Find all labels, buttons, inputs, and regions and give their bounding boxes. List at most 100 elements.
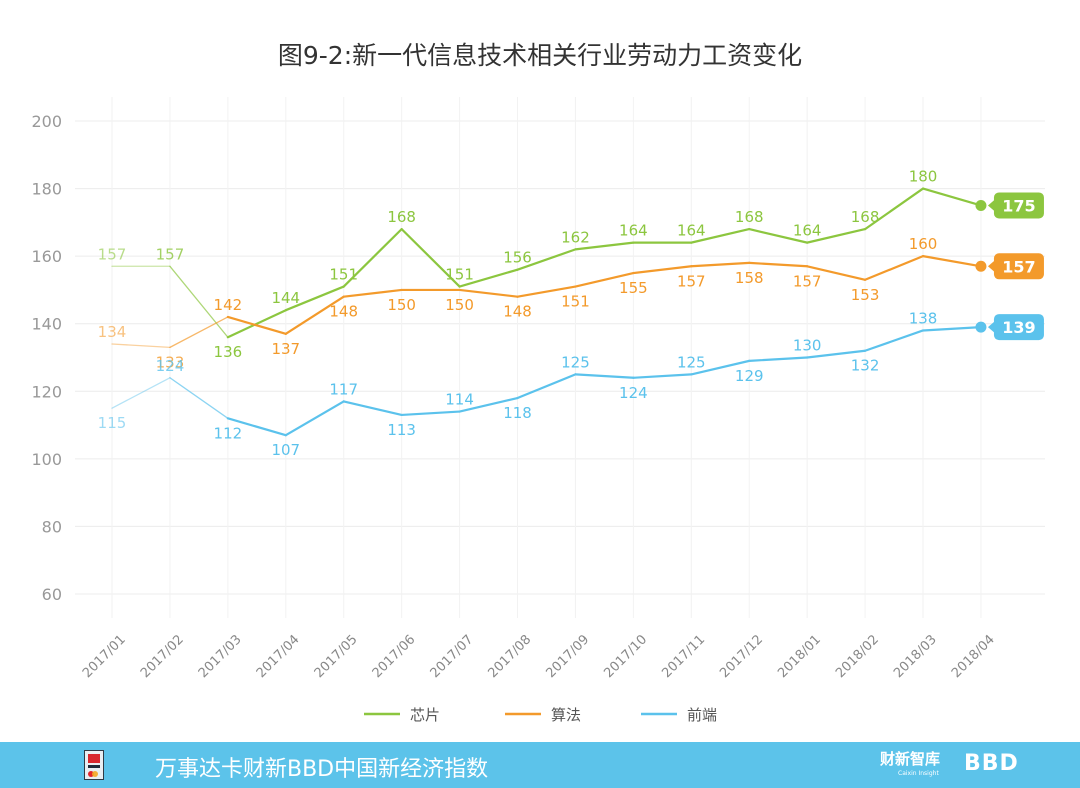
caixin-insight-subtitle: Caixin Insight — [898, 770, 939, 777]
x-tick-2017/10: 2017/10 — [601, 632, 650, 681]
x-tick-2017/04: 2017/04 — [254, 632, 303, 681]
x-tick-2018/03: 2018/03 — [891, 632, 940, 681]
series-芯片-segment-1 — [169, 265, 229, 338]
y-tick-60: 60 — [42, 585, 62, 604]
x-tick-2018/02: 2018/02 — [833, 632, 882, 681]
data-label-算法-2017/01: 134 — [98, 323, 127, 341]
x-tick-2017/12: 2017/12 — [717, 632, 766, 681]
data-label-前端-2018/02: 132 — [851, 357, 880, 375]
data-label-算法-2017/04: 137 — [271, 340, 300, 358]
data-label-前端-2017/12: 129 — [735, 367, 764, 385]
series-前端-segment-10 — [690, 359, 751, 376]
series-前端-segment-1 — [169, 377, 229, 419]
x-axis-ticks: 2017/01 2017/02 2017/03 2017/04 2017/05 2017/… — [80, 632, 998, 681]
data-label-算法-2017/10: 155 — [619, 279, 648, 297]
bbd-logo: BBD — [964, 751, 1019, 776]
series-芯片-segment-10 — [690, 228, 751, 244]
data-label-芯片-2017/09: 162 — [561, 228, 590, 246]
footer-title: 万事达卡财新BBD中国新经济指数 — [155, 757, 489, 782]
data-label-算法-2017/03: 142 — [214, 296, 243, 314]
x-tick-2017/02: 2017/02 — [138, 632, 187, 681]
series-前端-segment-4 — [342, 400, 403, 417]
end-badge-芯片 — [993, 192, 1044, 219]
data-label-前端-2017/08: 118 — [503, 404, 532, 422]
data-label-芯片-2017/03: 136 — [214, 343, 243, 361]
data-label-算法-2017/07: 150 — [445, 296, 474, 314]
series-算法-segment-3 — [284, 295, 345, 335]
x-tick-2017/03: 2017/03 — [196, 632, 245, 681]
end-point-前端 — [975, 321, 987, 333]
end-point-算法 — [975, 260, 987, 272]
end-value-芯片: 175 — [1002, 196, 1035, 215]
y-tick-160: 160 — [31, 247, 62, 266]
series-芯片-segment-4 — [342, 228, 403, 288]
series-前端-segment-3 — [284, 400, 345, 437]
caixin-insight-logo: 财新智库 — [880, 750, 941, 768]
chart-title: 图9-2:新一代信息技术相关行业劳动力工资变化 — [278, 41, 802, 70]
data-label-芯片-2017/08: 156 — [503, 249, 532, 267]
data-label-芯片-2017/11: 164 — [677, 222, 706, 240]
data-label-算法-2017/11: 157 — [677, 272, 706, 290]
series-算法-segment-8 — [574, 271, 635, 288]
series-lines — [111, 187, 983, 437]
x-tick-2017/11: 2017/11 — [659, 632, 708, 681]
x-tick-2017/07: 2017/07 — [428, 632, 477, 681]
data-label-芯片-2018/02: 168 — [851, 208, 880, 226]
data-label-算法-2018/02: 153 — [851, 286, 880, 304]
series-芯片-segment-7 — [516, 248, 577, 271]
x-tick-2017/06: 2017/06 — [370, 632, 419, 681]
x-tick-2017/09: 2017/09 — [543, 632, 592, 681]
series-前端-segment-7 — [516, 373, 577, 400]
y-tick-100: 100 — [31, 450, 62, 469]
y-tick-180: 180 — [31, 180, 62, 199]
series-前端-segment-8 — [574, 373, 635, 379]
series-算法-segment-11 — [748, 261, 809, 268]
data-label-算法-2017/09: 151 — [561, 293, 590, 311]
end-value-算法: 157 — [1002, 257, 1035, 276]
data-label-前端-2017/03: 112 — [214, 424, 243, 442]
grid — [75, 97, 1045, 618]
series-算法-segment-13 — [863, 255, 925, 281]
end-point-芯片 — [975, 199, 987, 211]
data-label-芯片-2017/07: 151 — [445, 266, 474, 284]
data-label-前端-2018/03: 138 — [909, 309, 938, 327]
data-label-前端-2017/10: 124 — [619, 384, 648, 402]
y-tick-140: 140 — [31, 315, 62, 334]
end-badge-前端 — [993, 314, 1044, 341]
series-前端-segment-11 — [748, 356, 809, 362]
line-chart: 图9-2:新一代信息技术相关行业劳动力工资变化 60 80 100 120 140 160… — [31, 41, 1045, 724]
series-芯片-segment-6 — [458, 268, 519, 288]
series-芯片-segment-3 — [284, 285, 345, 312]
x-tick-2017/05: 2017/05 — [312, 632, 361, 681]
series-算法-segment-2 — [226, 315, 287, 335]
x-tick-2018/04: 2018/04 — [949, 632, 998, 681]
series-芯片-segment-5 — [400, 228, 461, 288]
series-前端-segment-0 — [111, 377, 171, 409]
series-芯片-segment-12 — [806, 228, 867, 244]
series-芯片-segment-8 — [574, 241, 635, 251]
data-label-芯片-2017/05: 151 — [329, 266, 358, 284]
nei-index-logo-icon — [84, 750, 104, 780]
data-label-前端-2017/09: 125 — [561, 353, 590, 371]
y-tick-80: 80 — [42, 517, 62, 536]
series-算法-segment-4 — [342, 288, 403, 298]
x-tick-2017/08: 2017/08 — [486, 632, 535, 681]
data-label-前端-2017/04: 107 — [271, 441, 300, 459]
end-value-badges: 175 157 139 — [975, 192, 1044, 341]
series-算法-segment-9 — [632, 265, 693, 275]
data-label-芯片-2017/04: 144 — [271, 289, 300, 307]
data-labels: 157 157 136 144 151 168 151 156 162 164 164 168 164 1… — [98, 168, 938, 460]
series-算法-segment-6 — [458, 288, 519, 298]
legend-label-前端: 前端 — [687, 706, 717, 724]
data-label-前端-2017/07: 114 — [445, 391, 474, 409]
series-前端-segment-13 — [863, 329, 925, 352]
series-芯片-segment-11 — [748, 228, 809, 244]
data-label-算法-2017/06: 150 — [387, 296, 416, 314]
series-芯片-segment-13 — [863, 187, 925, 231]
series-前端-segment-5 — [400, 410, 461, 417]
end-badge-pointer-前端 — [987, 321, 995, 334]
y-tick-200: 200 — [31, 112, 62, 131]
legend-label-算法: 算法 — [551, 706, 581, 724]
data-label-算法-2017/05: 148 — [329, 303, 358, 321]
data-label-算法-2017/12: 158 — [735, 269, 764, 287]
